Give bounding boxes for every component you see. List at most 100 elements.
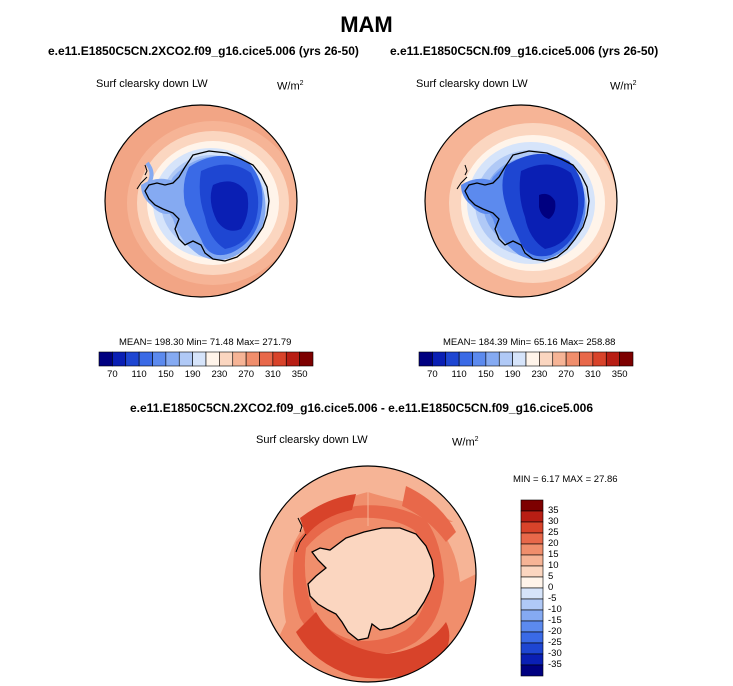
diff-colorbar-tick-label: 35: [548, 505, 559, 516]
panel1-colorbar-box: [178, 351, 193, 367]
panel1-colorbar-box: [138, 351, 153, 367]
panel2-variable-label: Surf clearsky down LW: [416, 78, 528, 90]
panel1-stats: MEAN= 198.30 Min= 71.48 Max= 271.79: [119, 337, 292, 348]
diff-colorbar-box: [520, 543, 544, 556]
diff-colorbar-box: [520, 565, 544, 578]
diff-colorbar-box: [520, 642, 544, 655]
diff-colorbar-tick-label: 10: [548, 560, 559, 571]
panel2-colorbar-tick-label: 270: [558, 369, 575, 380]
diff-colorbar-box: [520, 620, 544, 633]
panel1-colorbar-box: [245, 351, 260, 367]
diff-colorbar-tick-label: -20: [548, 626, 562, 637]
diff-polar-map: [259, 465, 477, 683]
panel2-colorbar-box: [565, 351, 580, 367]
diff-colorbar-tick-label: -5: [548, 593, 557, 604]
diff-colorbar-tick-label: 30: [548, 516, 559, 527]
diff-colorbar-box: [520, 653, 544, 666]
panel1-colorbar-box: [112, 351, 127, 367]
diff-colorbar: [520, 499, 544, 677]
panel2-colorbar-box: [485, 351, 500, 367]
panel2-colorbar-box: [539, 351, 554, 367]
panel1-colorbar-box: [219, 351, 234, 367]
panel1-colorbar-box: [299, 351, 314, 367]
panel2-colorbar-box: [512, 351, 527, 367]
panel1-colorbar-box: [259, 351, 274, 367]
panel2-colorbar-box: [418, 351, 433, 367]
diff-colorbar-box: [520, 510, 544, 523]
diff-colorbar-tick-label: -35: [548, 659, 562, 670]
diff-colorbar-tick-label: 15: [548, 549, 559, 560]
diff-colorbar-tick-label: -25: [548, 637, 562, 648]
diff-variable-label: Surf clearsky down LW: [256, 434, 368, 446]
panel2-colorbar-box: [525, 351, 540, 367]
panel2-colorbar-box: [619, 351, 634, 367]
diff-units-label: W/m2: [452, 436, 479, 449]
panel2-units-label: W/m2: [610, 80, 637, 93]
panel1-colorbar-box: [285, 351, 300, 367]
panel1-colorbar-box: [98, 351, 113, 367]
panel2-case-title: e.e11.E1850C5CN.f09_g16.cice5.006 (yrs 2…: [390, 44, 659, 58]
panel1-colorbar-box: [152, 351, 167, 367]
diff-colorbar-box: [520, 664, 544, 677]
panel1-colorbar-box: [165, 351, 180, 367]
panel1-colorbar-box: [232, 351, 247, 367]
panel2-colorbar-box: [498, 351, 513, 367]
diff-colorbar-tick-label: -10: [548, 604, 562, 615]
panel2-colorbar-tick-label: 110: [451, 369, 467, 380]
panel2-colorbar-box: [445, 351, 460, 367]
diff-colorbar-ticks: 35 30 25 20 15 10 5 0 -5 -10 -15 -20 -25 -30 -35: [548, 500, 588, 676]
panel1-colorbar-box: [192, 351, 207, 367]
panel1-polar-map: [104, 104, 298, 298]
panel1-colorbar-ticks: 70 110 150 190 230 270 310 350: [99, 369, 313, 383]
panel1-units-label: W/m2: [277, 80, 304, 93]
panel1-colorbar-tick-label: 270: [238, 369, 255, 380]
panel2-colorbar-box: [605, 351, 620, 367]
panel2-colorbar-tick-label: 190: [504, 369, 521, 380]
diff-colorbar-box: [520, 521, 544, 534]
diff-case-title: e.e11.E1850C5CN.2XCO2.f09_g16.cice5.006 …: [130, 401, 593, 415]
diff-colorbar-tick-label: -30: [548, 648, 562, 659]
panel2-polar-map: [424, 104, 618, 298]
panel2-colorbar-tick-label: 350: [611, 369, 628, 380]
diff-colorbar-tick-label: 5: [548, 571, 554, 582]
diff-colorbar-box: [520, 587, 544, 600]
diff-colorbar-box: [520, 554, 544, 567]
panel1-colorbar-tick-label: 190: [184, 369, 201, 380]
diff-colorbar-tick-label: 0: [548, 582, 554, 593]
panel2-colorbar-tick-label: 230: [531, 369, 548, 380]
panel2-colorbar-box: [552, 351, 567, 367]
diff-colorbar-box: [520, 609, 544, 622]
panel1-colorbar-tick-label: 150: [157, 369, 174, 380]
panel1-colorbar-tick-label: 310: [264, 369, 281, 380]
panel1-colorbar: [98, 351, 314, 367]
diff-colorbar-box: [520, 631, 544, 644]
panel1-colorbar-box: [272, 351, 287, 367]
panel1-colorbar-tick-label: 350: [291, 369, 308, 380]
panel2-colorbar-tick-label: 150: [477, 369, 494, 380]
diff-colorbar-tick-label: -15: [548, 615, 562, 626]
diff-colorbar-box: [520, 499, 544, 512]
panel1-colorbar-tick-label: 70: [107, 369, 118, 380]
diff-colorbar-box: [520, 598, 544, 611]
panel2-colorbar-box: [592, 351, 607, 367]
diff-colorbar-tick-label: 20: [548, 538, 559, 549]
panel2-colorbar-box: [579, 351, 594, 367]
panel2-colorbar-box: [432, 351, 447, 367]
diff-stats: MIN = 6.17 MAX = 27.86: [513, 474, 618, 485]
panel1-colorbar-box: [125, 351, 140, 367]
figure-title: MAM: [340, 12, 393, 37]
panel2-stats: MEAN= 184.39 Min= 65.16 Max= 258.88: [443, 337, 616, 348]
panel1-colorbar-box: [205, 351, 220, 367]
panel1-variable-label: Surf clearsky down LW: [96, 78, 208, 90]
panel2-colorbar: [418, 351, 634, 367]
panel2-colorbar-tick-label: 70: [427, 369, 438, 380]
diff-colorbar-tick-label: 25: [548, 527, 559, 538]
panel1-colorbar-tick-label: 230: [211, 369, 228, 380]
panel1-case-title: e.e11.E1850C5CN.2XCO2.f09_g16.cice5.006 …: [48, 44, 359, 58]
panel2-colorbar-ticks: 70 110 150 190 230 270 310 350: [419, 369, 633, 383]
diff-colorbar-box: [520, 576, 544, 589]
panel2-colorbar-box: [472, 351, 487, 367]
panel2-colorbar-tick-label: 310: [584, 369, 601, 380]
panel1-colorbar-tick-label: 110: [131, 369, 147, 380]
panel2-colorbar-box: [458, 351, 473, 367]
